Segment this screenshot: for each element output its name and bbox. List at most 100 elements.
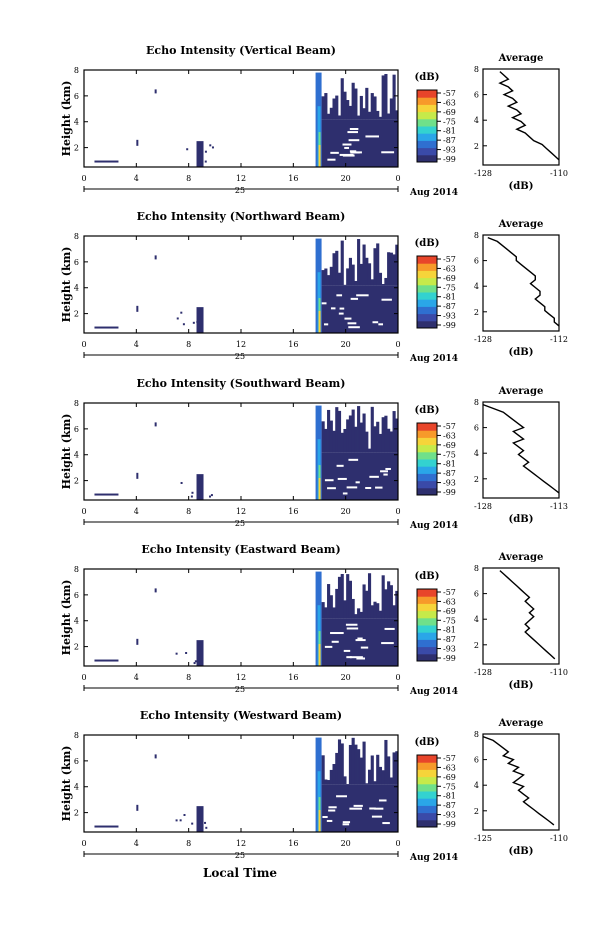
colorbar-tick-label: -63 [443, 431, 456, 440]
echo-cell [363, 584, 366, 618]
y-tick-label: 6 [74, 591, 79, 600]
average-y-tick-label: 6 [474, 590, 479, 599]
colorbar-tick-label: -87 [443, 469, 456, 478]
echo-cell [387, 114, 390, 120]
colorbar-step [417, 430, 437, 438]
y-axis-label: Height (km) [60, 414, 73, 490]
echo-block-lower [322, 452, 398, 500]
echo-cell [393, 411, 396, 452]
colorbar-step [417, 589, 437, 597]
echo-cell [360, 96, 363, 119]
average-x-label: (dB) [509, 514, 534, 525]
colorbar-step [417, 423, 437, 431]
echo-cell [382, 75, 385, 119]
colorbar-tick-label: -75 [443, 117, 456, 126]
colorbar-step [417, 459, 437, 467]
x-tick-label: 8 [186, 673, 191, 682]
echo-gap [344, 147, 349, 149]
colorbar-step [417, 119, 437, 127]
average-x-label: (dB) [509, 846, 534, 857]
colorbar-tick-label: -81 [443, 293, 456, 302]
echo-cell [354, 745, 357, 784]
echo-gap [331, 307, 336, 309]
average-y-tick-label: 6 [474, 424, 479, 433]
y-tick-label: 6 [74, 425, 79, 434]
colorbar-step [417, 755, 437, 763]
early-echo-dot [211, 494, 213, 496]
x-tick-label: 0 [81, 839, 86, 848]
echo-cell [393, 254, 396, 285]
colorbar-step [417, 285, 437, 293]
early-echo-1 [197, 640, 204, 666]
echo-cell [363, 245, 366, 286]
echo-cell [322, 96, 325, 119]
panel-1: Echo Intensity (Vertical Beam)Height (km… [60, 44, 568, 198]
echo-gap [351, 298, 358, 300]
average-frame [483, 734, 559, 830]
average-x-label: (dB) [509, 347, 534, 358]
colorbar-step [417, 639, 437, 647]
echo-cell [330, 267, 333, 285]
echo-cell [365, 432, 368, 452]
echo-cell [384, 589, 387, 618]
early-echo-dot [197, 491, 199, 493]
echo-gap [348, 326, 360, 328]
echo-gap [343, 155, 355, 157]
average-x-tick-label: -112 [550, 335, 568, 344]
echo-gap [383, 474, 387, 476]
echo-cell [360, 264, 363, 285]
echo-cell [376, 603, 379, 618]
colorbar-step [417, 603, 437, 611]
echo-gap [382, 822, 390, 824]
y-tick-label: 8 [74, 66, 79, 75]
streak-peak [319, 810, 321, 832]
echo-cell [387, 252, 390, 285]
echo-cell [341, 574, 344, 618]
colorbar-tick-label: -57 [443, 588, 456, 597]
echo-gap [381, 642, 394, 644]
echo-cell [349, 106, 352, 119]
echo-cell [354, 89, 357, 120]
echo-gap [349, 139, 360, 141]
average-x-tick-label: -110 [550, 834, 568, 843]
echo-cell [371, 755, 374, 784]
echo-gap [369, 807, 376, 809]
echo-cell [373, 781, 376, 784]
echo-cell [330, 770, 333, 784]
average-y-tick-label: 2 [474, 142, 479, 151]
x-tick-label: 0 [395, 174, 400, 183]
echo-cell [332, 431, 335, 452]
echo-cell [327, 780, 330, 784]
echo-cell [376, 111, 379, 119]
x-tick-label: 12 [236, 174, 246, 183]
average-y-tick-label: 2 [474, 641, 479, 650]
early-echo-dot [199, 649, 201, 651]
colorbar-tick-label: -75 [443, 616, 456, 625]
echo-cell [338, 273, 341, 285]
early-echo-3 [94, 826, 118, 828]
early-echo-4 [155, 588, 157, 592]
y-tick-label: 8 [74, 731, 79, 740]
echo-cell [352, 738, 355, 784]
colorbar-unit: (dB) [415, 737, 440, 748]
echo-cell [371, 605, 374, 618]
echo-cell [330, 421, 333, 453]
echo-cell [324, 780, 327, 785]
echo-cell [360, 612, 363, 618]
colorbar-step [417, 140, 437, 148]
echo-gap [350, 150, 356, 152]
colorbar-step [417, 481, 437, 489]
colorbar-tick-label: -99 [443, 654, 456, 663]
colorbar-tick-label: -99 [443, 155, 456, 164]
average-x-tick-label: -125 [474, 834, 492, 843]
average-title: Average [498, 219, 544, 230]
echo-gap [343, 492, 348, 494]
colorbar-tick-label: -87 [443, 136, 456, 145]
average-y-tick-label: 4 [474, 781, 479, 790]
colorbar-tick-label: -63 [443, 763, 456, 772]
colorbar-tick-label: -69 [443, 274, 456, 283]
early-echo-1 [197, 806, 204, 832]
average-y-tick-label: 6 [474, 257, 479, 266]
echo-gap [330, 152, 339, 154]
